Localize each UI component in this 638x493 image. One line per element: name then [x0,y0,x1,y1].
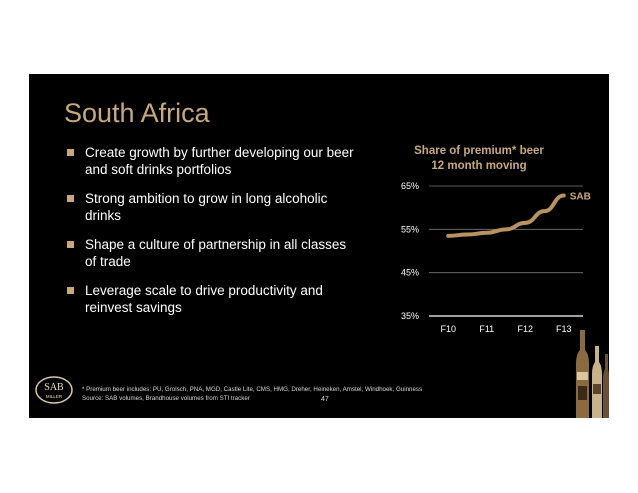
bullet-item: Strong ambition to grow in long alcoholi… [67,190,357,224]
svg-text:SAB: SAB [44,382,64,393]
y-tick-label: 45% [401,268,419,278]
chart-title-line1: Share of premium* beer [414,145,544,157]
bullet-square-icon [67,195,74,202]
bullet-item: Leverage scale to drive productivity and… [67,282,357,316]
bullet-square-icon [67,149,74,156]
chart-title-line2: 12 month moving [431,160,527,172]
svg-text:MILLER: MILLER [46,394,63,399]
slide-title: South Africa [64,98,210,128]
x-tick-label: F12 [517,324,533,334]
bullet-list: Create growth by further developing our … [67,144,357,328]
footnote: * Premium beer includes: PU, Grolsch, PN… [82,385,422,403]
x-tick-label: F10 [440,324,456,334]
page-number: 47 [321,396,329,403]
y-tick-label: 55% [401,224,419,234]
line-chart: 35% 45% 55% 65% F10 F11 F12 F13 SAB [401,181,591,334]
bullet-text: Strong ambition to grow in long alcoholi… [85,191,328,223]
bullet-square-icon [67,241,74,248]
chart-title: Share of premium* beer 12 month moving [379,144,579,174]
series-label: SAB [570,192,591,203]
series-line-sab [446,193,566,238]
bullet-square-icon [67,287,74,294]
footnote-premium-list: * Premium beer includes: PU, Grolsch, PN… [82,386,423,393]
bullet-item: Create growth by further developing our … [67,144,357,178]
bullet-text: Create growth by further developing our … [85,145,354,177]
bottles-decoration [574,324,609,418]
y-tick-label: 35% [401,311,419,321]
y-tick-label: 65% [401,181,419,191]
footnote-source: Source: SAB volumes, Brandhouse volumes … [82,395,250,402]
bullet-text: Shape a culture of partnership in all cl… [85,237,347,269]
sabmiller-logo: SAB MILLER [35,376,73,404]
bullet-text: Leverage scale to drive productivity and… [85,283,323,315]
x-tick-label: F13 [556,324,572,334]
bullet-item: Shape a culture of partnership in all cl… [67,236,357,270]
x-tick-label: F11 [479,324,494,334]
slide: South Africa Create growth by further de… [29,74,609,418]
